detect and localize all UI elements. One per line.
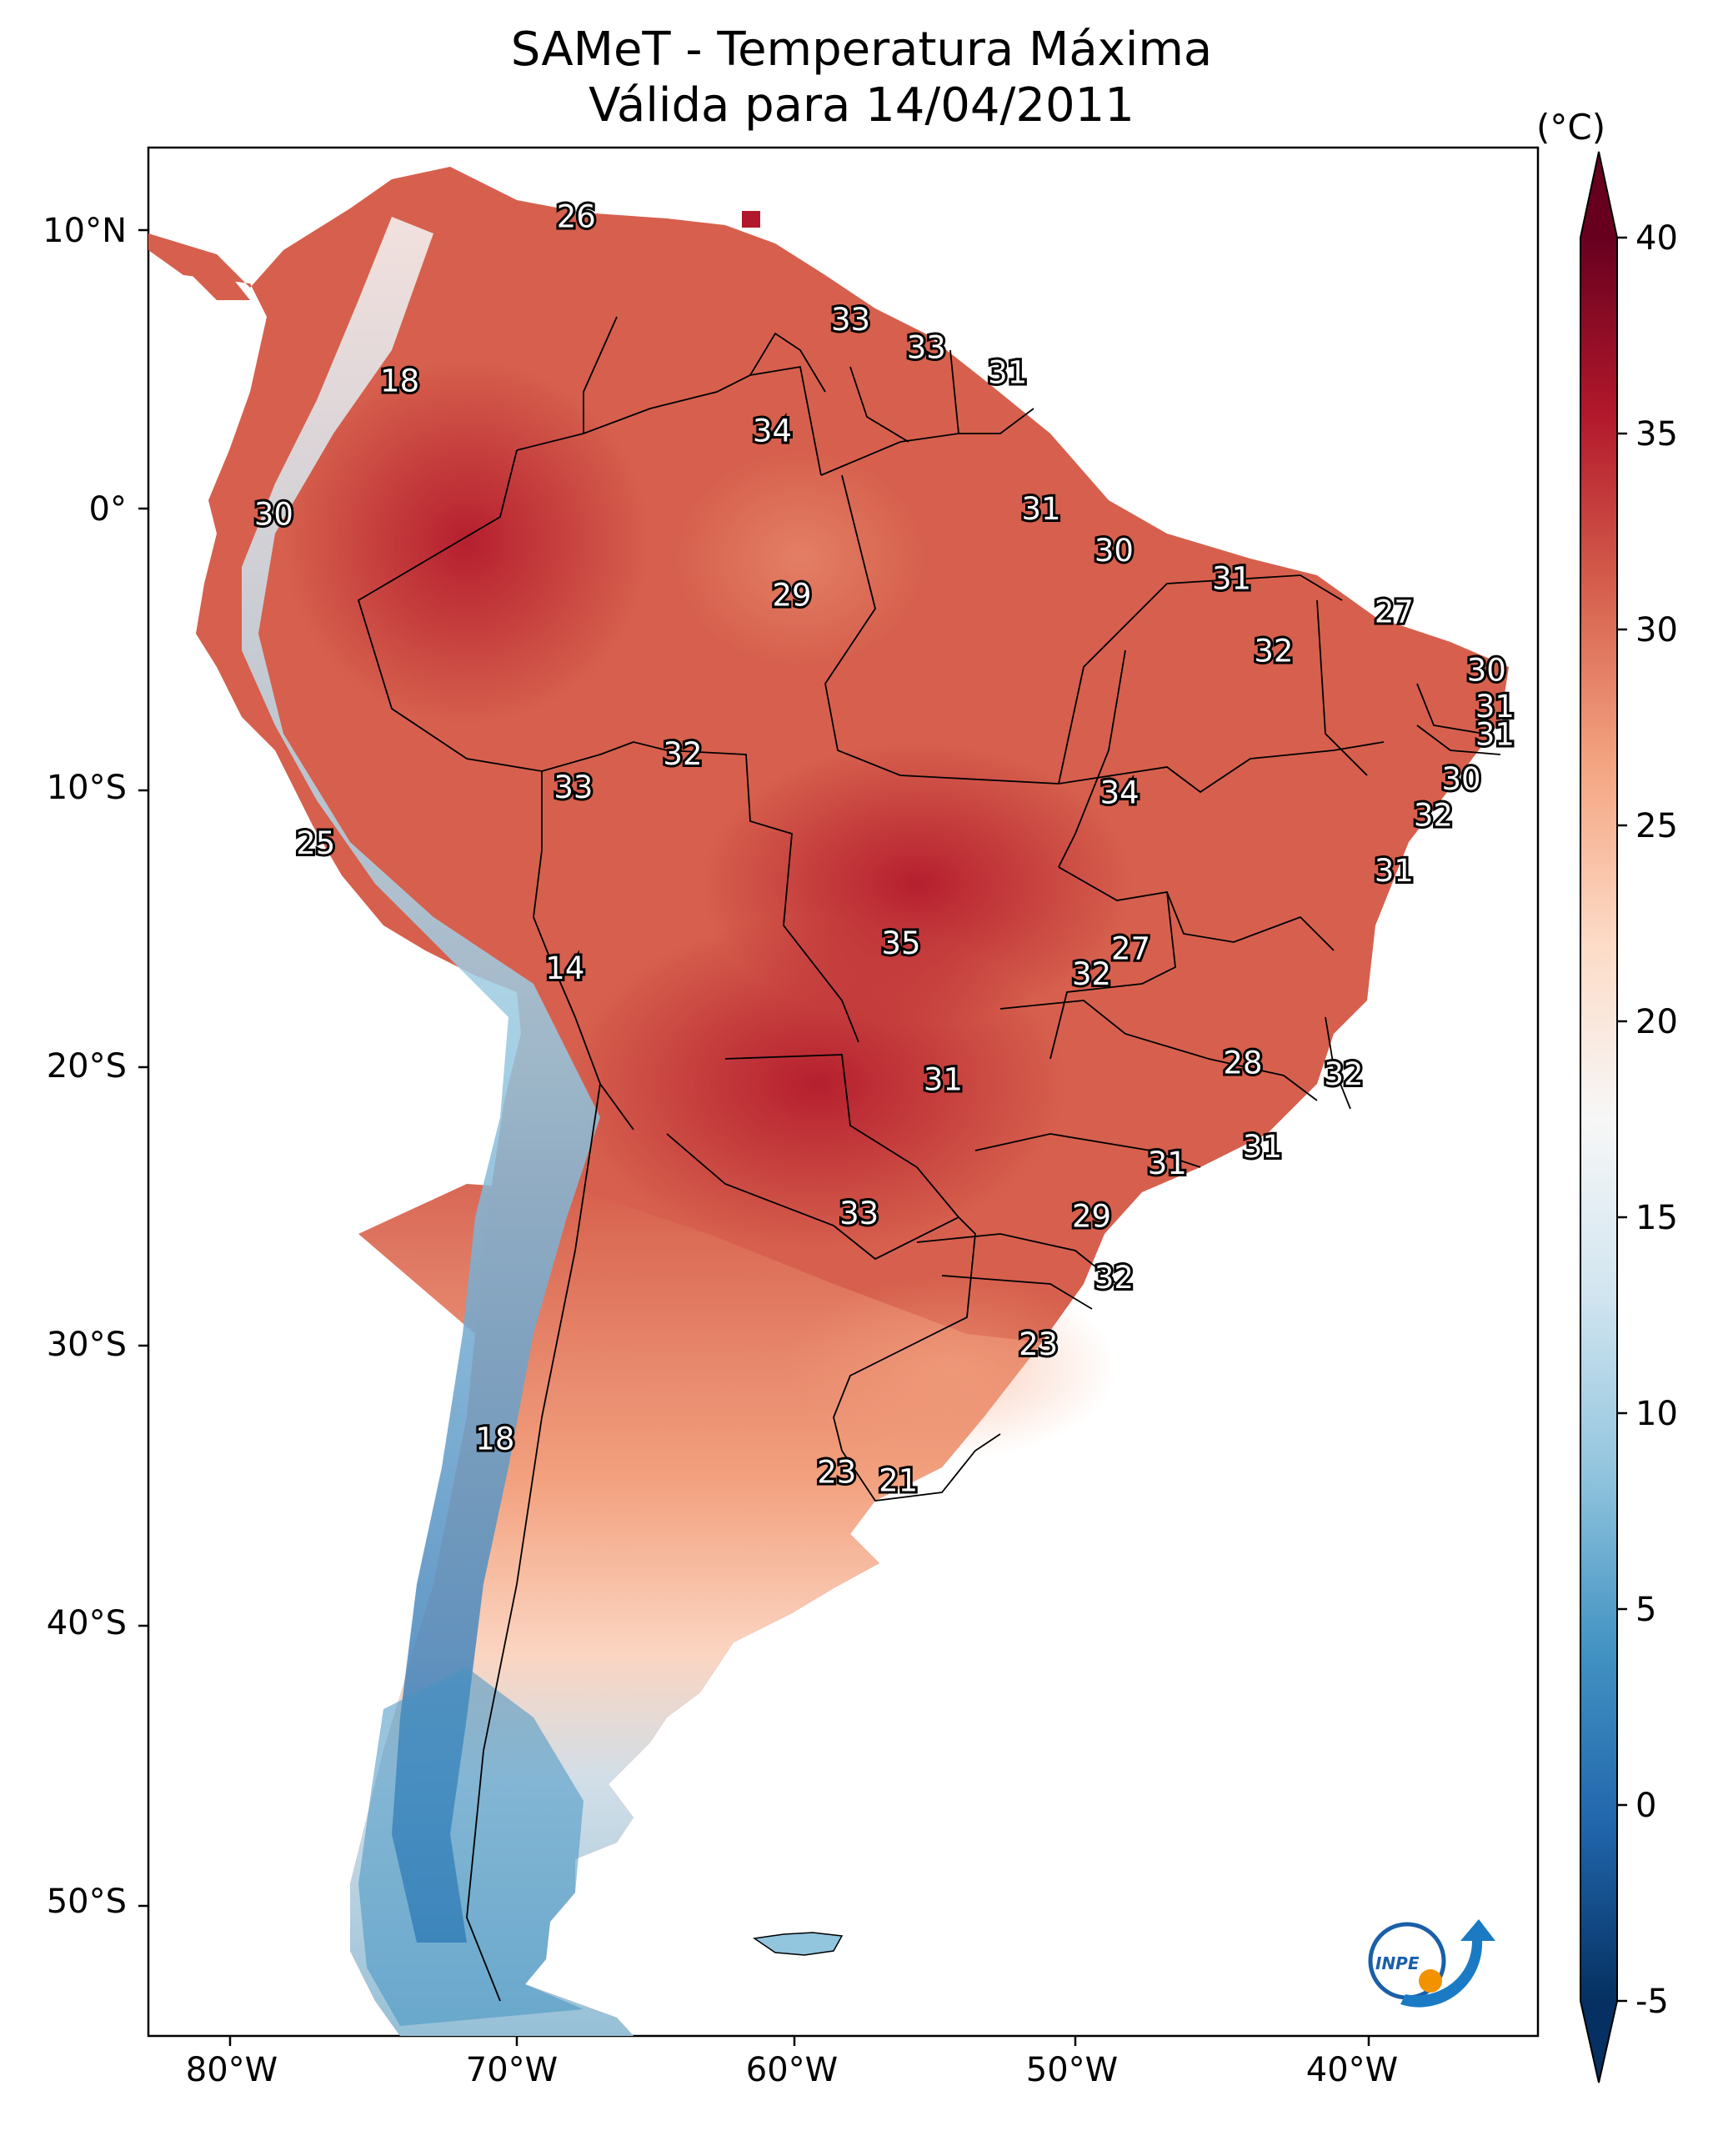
station-temperature-label: 27	[1111, 931, 1150, 967]
colorbar-tick-label: 30	[1635, 611, 1678, 649]
station-temperature-label: 23	[1019, 1326, 1058, 1362]
station-temperature-label: 29	[772, 578, 811, 614]
station-temperature-label: 31	[1212, 561, 1251, 597]
longitude-tick-label: 60°W	[746, 2051, 838, 2089]
colorbar-tick-label: 15	[1635, 1199, 1678, 1237]
station-temperature-label: 28	[1223, 1045, 1262, 1081]
station-temperature-label: 25	[296, 825, 335, 861]
country-borders	[357, 316, 1501, 2002]
station-temperature-label: 31	[1243, 1129, 1282, 1165]
map-subtitle: Válida para 14/04/2011	[589, 78, 1134, 133]
station-temperature-label: 21	[879, 1463, 918, 1499]
latitude-axis	[138, 228, 148, 1908]
latitude-tick-label: 50°S	[47, 1883, 127, 1921]
colorbar-tick-label: 20	[1635, 1003, 1678, 1041]
longitude-labels: 80°W 70°W 60°W 50°W 40°W	[186, 2051, 1398, 2089]
station-temperature-label: 14	[545, 950, 584, 986]
station-temperature-label: 23	[817, 1455, 856, 1491]
colorbar-unit: (°C)	[1536, 107, 1606, 148]
station-temperature-label: 34	[753, 413, 792, 449]
station-temperature-label: 35	[881, 925, 920, 961]
colorbar-tick-label: 10	[1635, 1395, 1678, 1433]
longitude-tick-label: 70°W	[466, 2051, 558, 2089]
colorbar-body	[1580, 238, 1617, 2001]
mild-region-south-brazil	[784, 1276, 1117, 1459]
panama-isthmus	[192, 275, 250, 300]
colorbar-min-extend	[1580, 2001, 1617, 2083]
station-temperature-label: 30	[254, 497, 293, 533]
andes-cold-strip	[242, 217, 600, 1943]
colorbar-ticks: 40 35 30 25 20 15 10 5 0 -5	[1617, 219, 1678, 2021]
hot-region-amazon-west	[283, 358, 650, 725]
colorbar-tick-label: 35	[1635, 415, 1678, 454]
latitude-tick-label: 20°S	[47, 1047, 127, 1086]
longitude-axis	[228, 2036, 1370, 2046]
station-temperature-label: 32	[1324, 1056, 1363, 1092]
inpe-logo-text: INPE	[1375, 1953, 1420, 1973]
station-temperature-label: 32	[1414, 797, 1453, 833]
latitude-tick-label: 10°N	[43, 212, 127, 250]
station-temperature-label: 32	[1094, 1260, 1134, 1296]
station-temperature-label: 30	[1467, 653, 1506, 689]
hot-region-mato-grosso	[700, 742, 1134, 1025]
station-temperature-label: 33	[553, 770, 593, 805]
inpe-logo-sun	[1419, 1969, 1442, 1993]
station-temperature-label: 29	[1072, 1198, 1111, 1234]
trinidad-island	[742, 211, 760, 228]
continent-layer	[148, 167, 1509, 2036]
colorbar-tick-label: 0	[1635, 1787, 1656, 1825]
station-temperature-label: 31	[1475, 717, 1515, 753]
latitude-tick-label: 0°	[89, 490, 127, 529]
longitude-tick-label: 80°W	[186, 2051, 278, 2089]
colorbar-max-extend	[1580, 152, 1617, 238]
station-temperature-label: 31	[1021, 491, 1060, 527]
map-title: SAMeT - Temperatura Máxima	[510, 23, 1213, 77]
latitude-tick-label: 40°S	[47, 1604, 127, 1642]
station-temperature-label: 34	[1100, 775, 1139, 811]
station-temperature-label: 30	[1441, 761, 1480, 797]
colorbar-tick-label: 25	[1635, 807, 1678, 845]
patagonia-cold	[358, 1667, 584, 2026]
station-temperature-label: 31	[1375, 853, 1414, 889]
station-temperature-label: 31	[1148, 1146, 1187, 1181]
longitude-tick-label: 50°W	[1026, 2051, 1118, 2089]
colorbar-tick-label: 5	[1635, 1591, 1656, 1629]
colorbar: 40 35 30 25 20 15 10 5 0 -5	[1580, 151, 1678, 2083]
station-temperature-label: 33	[831, 302, 870, 338]
station-temperature-label: 30	[1094, 533, 1134, 569]
station-temperature-label: 26	[557, 198, 596, 234]
station-temperature-label: 18	[475, 1421, 514, 1457]
station-temperature-label: 31	[988, 354, 1027, 390]
station-temperature-label: 27	[1375, 594, 1414, 630]
falkland-islands	[752, 1932, 844, 1956]
colorbar-tick-label: 40	[1635, 219, 1678, 258]
station-temperature-label: 33	[907, 329, 946, 365]
station-temperature-label: 31	[1475, 689, 1515, 725]
inpe-logo-arrow	[1400, 1919, 1495, 2008]
longitude-tick-label: 40°W	[1306, 2051, 1398, 2089]
station-temperature-label: 18	[380, 363, 419, 399]
station-temperature-label: 31	[924, 1062, 963, 1098]
inpe-logo: INPE	[1368, 1919, 1495, 2008]
mild-region-amazon	[675, 450, 925, 667]
latitude-tick-label: 30°S	[47, 1326, 127, 1364]
station-temperature-label: 32	[1072, 956, 1111, 992]
station-temperature-label: 33	[839, 1196, 879, 1231]
station-temperature-label: 32	[663, 736, 702, 772]
latitude-labels: 10°N 0° 10°S 20°S 30°S 40°S 50°S	[43, 212, 127, 1921]
latitude-tick-label: 10°S	[47, 769, 127, 807]
colorbar-tick-label: -5	[1635, 1983, 1669, 2021]
station-temperature-label: 32	[1254, 633, 1293, 669]
